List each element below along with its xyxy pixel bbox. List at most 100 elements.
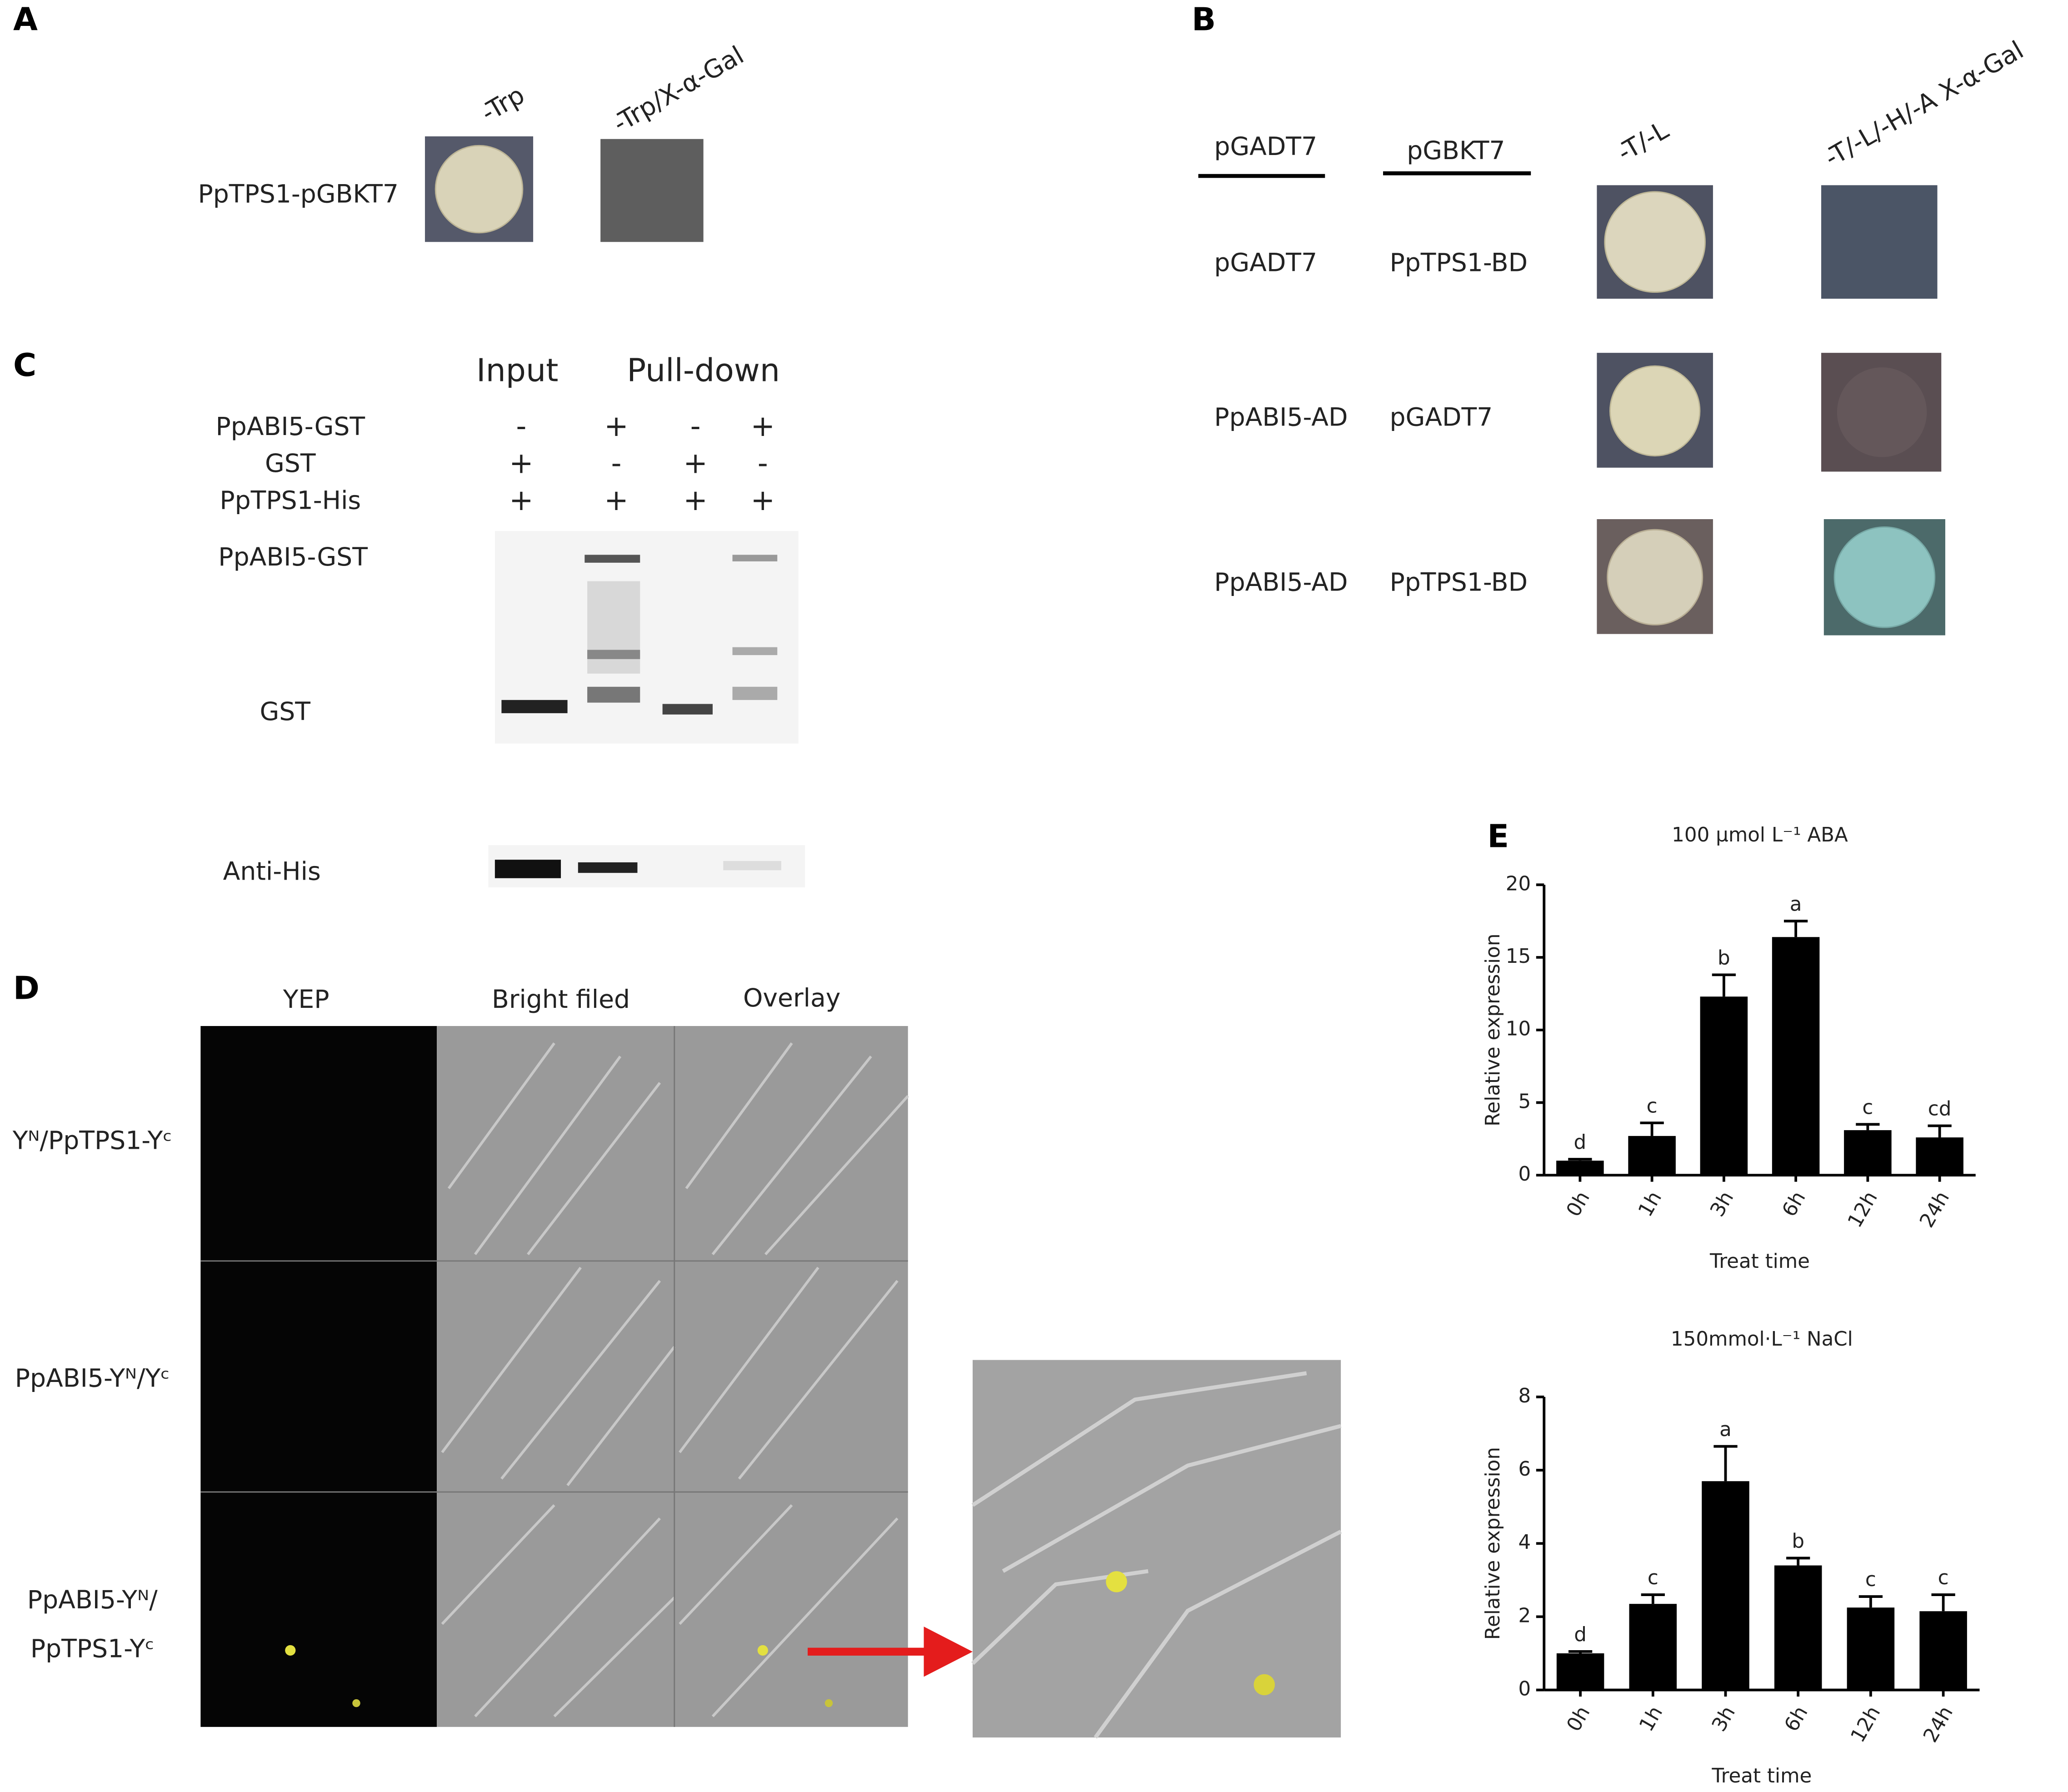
y-tick-label: 0 <box>1519 1163 1531 1186</box>
group-label: Pull-down <box>627 352 780 389</box>
row-label: pGADT7 <box>1214 249 1317 278</box>
significance-letter: cd <box>1928 1098 1952 1121</box>
significance-letter: b <box>1718 947 1730 970</box>
row-label: PpTPS1-Yᶜ <box>30 1635 155 1664</box>
sign: + <box>509 447 534 481</box>
error-bar <box>1783 920 1808 937</box>
row-label: GST <box>265 449 316 478</box>
signal <box>824 1699 833 1707</box>
band <box>501 700 568 713</box>
chart-title: 100 μmol L⁻¹ ABA <box>1672 824 1848 846</box>
bar <box>1556 1653 1604 1690</box>
band-label: Anti-His <box>223 857 321 886</box>
row-label: Yᴺ/PpTPS1-Yᶜ <box>12 1126 172 1156</box>
row-label: PpABI5-AD <box>1214 403 1348 432</box>
bar <box>1774 1565 1822 1690</box>
bar <box>1702 1481 1749 1690</box>
band-label: GST <box>260 697 310 726</box>
band <box>578 862 638 873</box>
signal <box>757 1645 768 1656</box>
significance-letter: a <box>1790 893 1802 916</box>
band <box>584 555 640 563</box>
band <box>495 860 561 878</box>
row-label: PpABI5-Yᴺ/ <box>27 1586 158 1615</box>
row-label: PpTPS1-BD <box>1390 568 1528 597</box>
y-tick-label: 20 <box>1506 872 1531 895</box>
y-tick-label: 15 <box>1506 945 1531 968</box>
sign: - <box>516 410 526 443</box>
band <box>732 647 778 656</box>
row-label: pGADT7 <box>1390 403 1493 432</box>
error-bar <box>1713 1445 1738 1482</box>
colony <box>435 145 524 234</box>
y-tick-label: 8 <box>1519 1385 1531 1407</box>
row-label: PpABI5-AD <box>1214 568 1348 597</box>
row-label: PpABI5-GST <box>216 412 365 441</box>
row-label: PpTPS1-pGBKT7 <box>198 180 399 209</box>
sign: + <box>751 484 775 517</box>
row-label: PpABI5-Yᴺ/Yᶜ <box>15 1364 170 1393</box>
column-label: Bright filed <box>492 985 630 1014</box>
bar <box>1700 996 1748 1176</box>
column-header: pGADT7 <box>1214 132 1317 161</box>
band <box>732 686 778 700</box>
fluorescence-image <box>200 1026 437 1727</box>
x-axis-label: Treat time <box>1711 1765 1812 1787</box>
band <box>662 704 713 715</box>
signal <box>285 1645 296 1656</box>
panel-label: B <box>1192 1 1216 38</box>
sign: + <box>683 484 708 517</box>
bar <box>1916 1137 1963 1176</box>
plate <box>1821 185 1938 299</box>
error-bar <box>1928 1124 1952 1138</box>
signal <box>1254 1674 1275 1696</box>
colony <box>1833 526 1936 628</box>
error-bar <box>1931 1593 1955 1612</box>
signal <box>352 1699 360 1707</box>
chart-title: 150mmol·L⁻¹ NaCl <box>1671 1328 1853 1351</box>
cell-walls <box>971 1371 1342 1739</box>
significance-letter: d <box>1574 1131 1587 1154</box>
sign: + <box>604 484 629 517</box>
significance-letter: b <box>1792 1530 1804 1553</box>
significance-letter: c <box>1865 1568 1876 1591</box>
bar <box>1628 1136 1676 1176</box>
row-label: PpTPS1-His <box>220 486 361 515</box>
bar <box>1772 937 1820 1176</box>
bar <box>1844 1130 1892 1176</box>
y-tick-label: 6 <box>1519 1458 1531 1481</box>
panel-label: A <box>13 1 38 38</box>
band <box>723 861 781 871</box>
colony <box>1837 367 1927 457</box>
brightfield-image <box>437 1026 908 1727</box>
bar <box>1847 1607 1895 1690</box>
sign: + <box>683 447 708 481</box>
error-bar <box>1712 973 1736 997</box>
column-label: YEP <box>283 985 330 1014</box>
sign: - <box>758 447 768 481</box>
error-bar <box>1568 1158 1592 1161</box>
error-bar <box>1568 1650 1593 1653</box>
error-bar <box>1858 1595 1883 1608</box>
significance-letter: a <box>1719 1418 1732 1441</box>
panel-label: C <box>13 347 36 384</box>
colony <box>1609 365 1701 457</box>
bar <box>1919 1611 1967 1690</box>
band <box>587 686 640 703</box>
group-label: Input <box>476 352 558 389</box>
error-bar <box>1640 1121 1664 1136</box>
y-tick-label: 5 <box>1519 1090 1531 1113</box>
smear <box>587 581 640 674</box>
signal <box>1106 1571 1127 1592</box>
y-tick-label: 4 <box>1519 1531 1531 1554</box>
sign: - <box>611 447 621 481</box>
bar <box>1629 1604 1677 1690</box>
y-tick-label: 0 <box>1519 1678 1531 1701</box>
y-tick-label: 2 <box>1519 1604 1531 1627</box>
error-bar <box>1856 1123 1880 1131</box>
colony <box>1607 529 1703 626</box>
error-bar <box>1786 1557 1810 1566</box>
y-axis-label: Relative expression <box>1482 934 1504 1126</box>
panel-label: E <box>1487 818 1509 855</box>
